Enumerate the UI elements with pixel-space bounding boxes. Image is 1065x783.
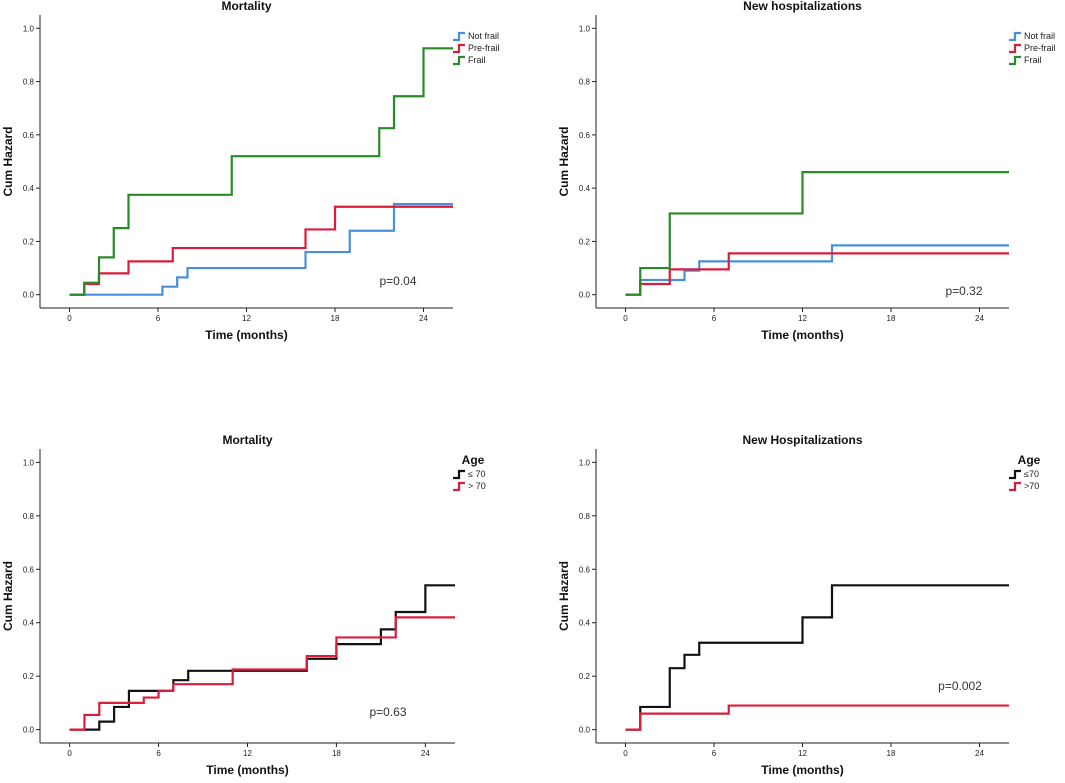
- x-tick-label: 12: [243, 749, 252, 758]
- legend-label-3: Frail: [1024, 55, 1042, 65]
- series-line-1: [625, 584, 1009, 731]
- legend: Age ≤70 >70: [1009, 453, 1041, 492]
- x-tick-label: 24: [975, 749, 984, 758]
- y-tick-label: 0.0: [579, 726, 591, 735]
- y-axis-label: Cum Hazard: [1, 561, 15, 631]
- x-tick-label: 12: [242, 314, 251, 323]
- series-line-3: [625, 171, 1009, 296]
- x-tick-label: 6: [156, 749, 161, 758]
- chart-panel-1: Mortality 0.0 0.2 0.4 0.6 0.8 1.0 0 6 12 18 24 Time …: [1, 0, 500, 342]
- p-value-annotation: p=0.002: [938, 679, 982, 693]
- y-tick-label: 0.6: [579, 131, 591, 140]
- series-line-2: [69, 205, 453, 296]
- y-tick-label: 0.4: [23, 184, 35, 193]
- legend-label-1: Not frail: [468, 31, 499, 41]
- x-tick-label: 18: [332, 749, 341, 758]
- chart-title: Mortality: [222, 433, 272, 447]
- y-tick-label: 0.8: [23, 512, 35, 521]
- legend-swatch-2: [1009, 481, 1021, 492]
- legend-title: Age: [462, 453, 485, 467]
- x-tick-label: 18: [887, 314, 896, 323]
- legend: Not frail Pre-frail Frail: [1009, 31, 1056, 66]
- chart-title: Mortality: [221, 0, 271, 13]
- x-tick-label: 18: [887, 749, 896, 758]
- chart-title: New Hospitalizations: [742, 433, 862, 447]
- legend-label-1: ≤70: [1024, 469, 1039, 479]
- y-axis-label: Cum Hazard: [1, 126, 15, 196]
- legend-label-1: ≤ 70: [468, 469, 485, 479]
- legend-title: Age: [1018, 453, 1041, 467]
- y-tick-label: 0.8: [579, 78, 591, 87]
- legend-swatch-2: [453, 481, 465, 492]
- x-tick-label: 0: [623, 749, 628, 758]
- series-line-1: [69, 203, 453, 296]
- y-tick-label: 1.0: [23, 458, 35, 467]
- x-tick-label: 24: [419, 314, 428, 323]
- chart-title: New hospitalizations: [743, 0, 862, 13]
- y-axis-label: Cum Hazard: [557, 126, 571, 196]
- y-tick-label: 0.2: [579, 672, 591, 681]
- series-line-2: [625, 704, 1009, 731]
- y-tick-label: 0.6: [23, 131, 35, 140]
- x-tick-label: 6: [712, 749, 717, 758]
- p-value-annotation: p=0.63: [369, 705, 406, 719]
- y-tick-label: 0.8: [579, 512, 591, 521]
- x-tick-label: 12: [798, 314, 807, 323]
- y-axis-label: Cum Hazard: [557, 561, 571, 631]
- y-tick-label: 0.4: [579, 184, 591, 193]
- legend: Not frail Pre-frail Frail: [453, 31, 500, 66]
- legend-swatch-3: [453, 55, 465, 66]
- chart-panel-4: New Hospitalizations 0.0 0.2 0.4 0.6 0.8 1.0 0 6…: [557, 433, 1041, 777]
- x-axis-label: Time (months): [761, 763, 843, 777]
- x-axis-label: Time (months): [761, 328, 843, 342]
- x-tick-label: 24: [421, 749, 430, 758]
- legend-label-1: Not frail: [1024, 31, 1055, 41]
- x-axis-label: Time (months): [205, 328, 287, 342]
- y-tick-label: 0.8: [23, 78, 35, 87]
- y-tick-label: 0.0: [23, 726, 35, 735]
- legend: Age ≤ 70 > 70: [453, 453, 486, 492]
- y-tick-label: 0.2: [579, 237, 591, 246]
- legend-swatch-1: [1009, 469, 1021, 480]
- x-axis-label: Time (months): [206, 763, 288, 777]
- x-tick-label: 6: [712, 314, 717, 323]
- x-tick-label: 0: [623, 314, 628, 323]
- legend-label-2: Pre-frail: [468, 43, 500, 53]
- legend-swatch-1: [453, 31, 465, 42]
- x-tick-label: 24: [975, 314, 984, 323]
- legend-swatch-1: [1009, 31, 1021, 42]
- y-tick-label: 0.0: [23, 291, 35, 300]
- y-tick-label: 1.0: [23, 24, 35, 33]
- x-tick-label: 0: [67, 749, 72, 758]
- legend-label-2: > 70: [468, 481, 486, 491]
- legend-swatch-1: [453, 469, 465, 480]
- y-tick-label: 0.0: [579, 291, 591, 300]
- y-tick-label: 0.6: [579, 565, 591, 574]
- chart-panel-3: Mortality 0.0 0.2 0.4 0.6 0.8 1.0 0 6 12 18 24 Time …: [1, 433, 486, 777]
- legend-label-2: Pre-frail: [1024, 43, 1056, 53]
- x-tick-label: 12: [798, 749, 807, 758]
- legend-label-3: Frail: [468, 55, 486, 65]
- series-line-2: [69, 616, 455, 731]
- y-tick-label: 0.2: [23, 672, 35, 681]
- chart-panel-2: New hospitalizations 0.0 0.2 0.4 0.6 0.8 1.0 0 6…: [557, 0, 1056, 342]
- y-tick-label: 1.0: [579, 24, 591, 33]
- x-tick-label: 6: [156, 314, 161, 323]
- y-tick-label: 0.4: [23, 619, 35, 628]
- y-tick-label: 0.6: [23, 565, 35, 574]
- legend-label-2: >70: [1024, 481, 1039, 491]
- series-line-3: [69, 47, 453, 296]
- legend-swatch-2: [453, 43, 465, 54]
- y-tick-label: 0.4: [579, 619, 591, 628]
- legend-swatch-3: [1009, 55, 1021, 66]
- y-tick-label: 0.2: [23, 237, 35, 246]
- x-tick-label: 18: [331, 314, 340, 323]
- p-value-annotation: p=0.04: [379, 274, 416, 288]
- x-tick-label: 0: [67, 314, 72, 323]
- y-tick-label: 1.0: [579, 458, 591, 467]
- p-value-annotation: p=0.32: [945, 284, 982, 298]
- legend-swatch-2: [1009, 43, 1021, 54]
